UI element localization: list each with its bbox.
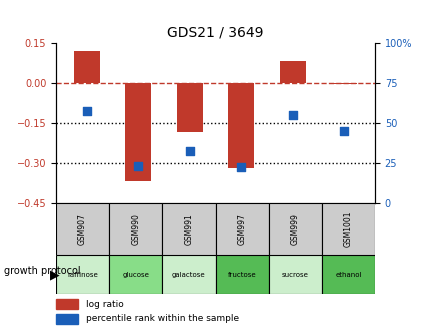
Text: ethanol: ethanol: [335, 272, 361, 278]
FancyBboxPatch shape: [109, 203, 162, 255]
FancyBboxPatch shape: [321, 255, 374, 294]
Text: fructose: fructose: [227, 272, 256, 278]
Text: ▶: ▶: [49, 268, 59, 281]
Bar: [56, 314, 77, 324]
FancyBboxPatch shape: [268, 203, 321, 255]
Text: raffinose: raffinose: [67, 272, 98, 278]
Text: galactose: galactose: [172, 272, 205, 278]
Point: [83, 109, 90, 114]
Text: growth protocol: growth protocol: [4, 267, 81, 276]
Text: GSM1001: GSM1001: [343, 211, 352, 247]
Bar: [125, 82, 151, 181]
FancyBboxPatch shape: [268, 255, 321, 294]
Text: percentile rank within the sample: percentile rank within the sample: [86, 314, 239, 323]
Text: GSM997: GSM997: [237, 213, 246, 245]
FancyBboxPatch shape: [321, 203, 374, 255]
Text: glucose: glucose: [122, 272, 149, 278]
FancyBboxPatch shape: [215, 255, 268, 294]
Point: [340, 128, 347, 133]
Bar: [74, 50, 99, 82]
Bar: [279, 61, 305, 82]
Point: [186, 149, 193, 154]
Text: GSM999: GSM999: [290, 213, 299, 245]
Text: GSM907: GSM907: [78, 213, 87, 245]
FancyBboxPatch shape: [109, 255, 162, 294]
Text: log ratio: log ratio: [86, 300, 124, 309]
FancyBboxPatch shape: [56, 255, 109, 294]
Point: [289, 112, 295, 117]
FancyBboxPatch shape: [56, 203, 109, 255]
Bar: [56, 299, 77, 309]
FancyBboxPatch shape: [215, 203, 268, 255]
Bar: [176, 82, 202, 132]
Text: GSM991: GSM991: [184, 213, 193, 245]
FancyBboxPatch shape: [162, 255, 215, 294]
Text: sucrose: sucrose: [281, 272, 308, 278]
Bar: [331, 82, 356, 84]
Point: [135, 163, 141, 168]
FancyBboxPatch shape: [162, 203, 215, 255]
Title: GDS21 / 3649: GDS21 / 3649: [167, 26, 263, 40]
Text: GSM990: GSM990: [131, 213, 140, 245]
Bar: [228, 82, 254, 168]
Point: [237, 165, 244, 170]
